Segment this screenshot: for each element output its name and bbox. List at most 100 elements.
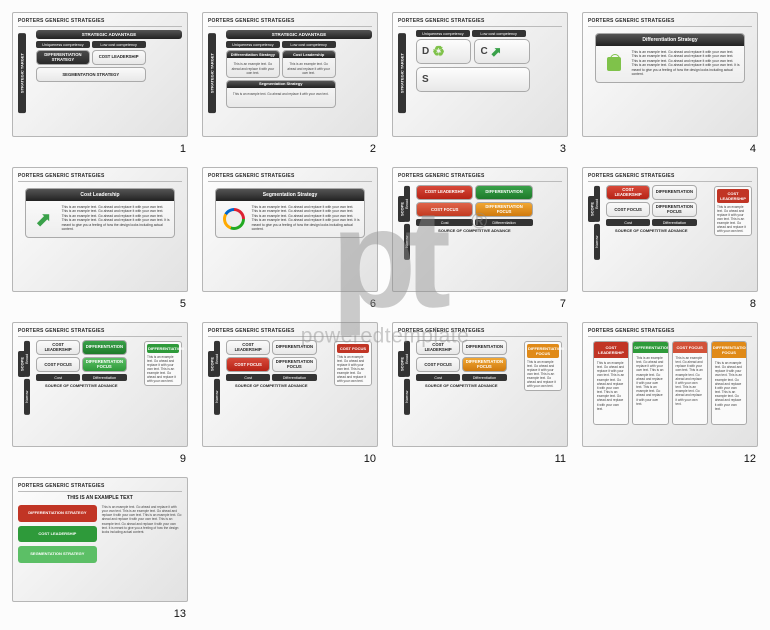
slide-11: PORTERS GENERIC STRATEGIES COST LEADERSHI…	[392, 322, 568, 447]
callout-text: This is an example text. Go ahead and re…	[527, 360, 559, 388]
slide-12: PORTERS GENERIC STRATEGIES COST LEADERSHI…	[582, 322, 758, 447]
pill: COST LEADERSHIP	[18, 526, 97, 543]
slide-3: PORTERS GENERIC STRATEGIESUniqueness com…	[392, 12, 568, 137]
quad-cell: COST LEADERSHIP	[416, 185, 473, 200]
column: COST LEADERSHIPThis is an example text. …	[593, 341, 629, 425]
panel-header: Differentiation Strategy	[227, 51, 279, 58]
rocket-icon: ⬈	[491, 44, 502, 59]
info-text: This is an example text. Go ahead and re…	[632, 50, 741, 78]
quad-matrix: COST LEADERSHIPDIFFERENTIATIONCOST FOCUS…	[226, 340, 317, 372]
callout-text: This is an example text. Go ahead and re…	[717, 205, 749, 233]
panel-text: This is an example text. Go ahead and re…	[227, 90, 335, 98]
callout-text: This is an example text. Go ahead and re…	[147, 355, 179, 383]
axis-cap: Broad	[24, 341, 30, 377]
slide-number: 5	[180, 298, 186, 310]
info-text: This is an example text. Go ahead and re…	[62, 205, 171, 233]
x-axis-label: SOURCE OF COMPETITIVE ADVANCE	[226, 383, 317, 388]
quad-cell: COST FOCUS	[36, 357, 80, 372]
column-text: This is an example text. Go ahead and re…	[594, 358, 628, 424]
matrix-cell: SEGMENTATION STRATEGY	[36, 67, 146, 82]
slide-title: PORTERS GENERIC STRATEGIES	[18, 328, 182, 337]
slide-title: PORTERS GENERIC STRATEGIES	[208, 328, 372, 337]
axis-cap: Differentiation	[272, 374, 316, 381]
slide-title: PORTERS GENERIC STRATEGIES	[588, 173, 752, 182]
axis-cap: Uniqueness competency	[416, 30, 470, 37]
axis-cap: Cost	[416, 219, 473, 226]
axis-cap: Narrow	[404, 224, 410, 260]
slide-title: PORTERS GENERIC STRATEGIES	[18, 483, 182, 492]
recycle-icon: ♻	[432, 43, 445, 59]
slide-number: 13	[174, 608, 186, 620]
quad-cell: DIFFERENTIATION	[652, 185, 696, 200]
slide-4: PORTERS GENERIC STRATEGIESDifferentiatio…	[582, 12, 758, 137]
quad-cell: COST LEADERSHIP	[36, 340, 80, 355]
slide-number: 12	[744, 453, 756, 465]
matrix-panel: Segmentation Strategy This is an example …	[226, 80, 336, 108]
axis-cap: Broad	[594, 186, 600, 222]
y-axis-caps: BroadNarrow	[594, 186, 600, 260]
pill: DIFFERENTIATION STRATEGY	[18, 505, 97, 522]
panel-text: This is an example text. Go ahead and re…	[283, 60, 335, 76]
slide-number: 10	[364, 453, 376, 465]
slide-number: 9	[180, 453, 186, 465]
info-header: Segmentation Strategy	[216, 189, 365, 201]
slide-number: 7	[560, 298, 566, 310]
callout: DIFFERENTIATION FOCUSThis is an example …	[524, 341, 562, 391]
slide-2: PORTERS GENERIC STRATEGIESSTRATEGIC ADVA…	[202, 12, 378, 137]
columns-4: COST LEADERSHIPThis is an example text. …	[593, 341, 747, 425]
column-text: This is an example text. Go ahead and re…	[633, 353, 667, 424]
info-header: Differentiation Strategy	[596, 34, 745, 46]
quad-matrix: COST LEADERSHIPDIFFERENTIATIONCOST FOCUS…	[36, 340, 127, 372]
axis-cap: Uniqueness competency	[226, 41, 280, 48]
axis-cap: Cost	[36, 374, 80, 381]
quad-cell: DIFFERENTIATION	[272, 340, 316, 355]
slide-title: PORTERS GENERIC STRATEGIES	[398, 328, 562, 337]
slide-title: PORTERS GENERIC STRATEGIES	[588, 328, 752, 337]
quad-cell: COST FOCUS	[416, 357, 460, 372]
slide-title: PORTERS GENERIC STRATEGIES	[18, 173, 182, 182]
quad-cell: COST FOCUS	[606, 202, 650, 217]
callout-header: COST FOCUS	[337, 344, 369, 353]
quad-cell: DIFFERENTIATION FOCUS	[462, 357, 506, 372]
slide-13: PORTERS GENERIC STRATEGIES THIS IS AN EXA…	[12, 477, 188, 602]
axis-left: STRATEGIC TARGET	[208, 33, 216, 113]
column: DIFFERENTIATION FOCUSThis is an example …	[711, 341, 747, 425]
axis-cap: Differentiation	[475, 219, 532, 226]
matrix-panel: Differentiation StrategyThis is an examp…	[226, 50, 280, 78]
panel-header: Cost Leadership	[283, 51, 335, 58]
quad-matrix: COST LEADERSHIPDIFFERENTIATIONCOST FOCUS…	[606, 185, 697, 217]
axis-cap: Broad	[214, 341, 220, 377]
top-banner: STRATEGIC ADVANTAGE	[36, 30, 182, 39]
slide-title: PORTERS GENERIC STRATEGIES	[18, 18, 182, 27]
axis-left: STRATEGIC TARGET	[18, 33, 26, 113]
quad-cell: DIFFERENTIATION FOCUS	[475, 202, 532, 217]
letter: C	[480, 46, 487, 57]
slide-9: PORTERS GENERIC STRATEGIES COST LEADERSHI…	[12, 322, 188, 447]
example-title: THIS IS AN EXAMPLE TEXT	[18, 495, 182, 501]
top-banner: STRATEGIC ADVANTAGE	[226, 30, 372, 39]
rocket-icon: ⬈	[35, 207, 52, 232]
column: COST FOCUSThis is an example text. Go ah…	[672, 341, 708, 425]
axis-cap: Low cost competency	[282, 41, 336, 48]
panel-header: Segmentation Strategy	[227, 81, 335, 88]
y-axis-caps: Broad Narrow	[404, 186, 410, 260]
quad-cell: DIFFERENTIATION	[462, 340, 506, 355]
x-axis-label: SOURCE OF COMPETITIVE ADVANCE	[606, 228, 697, 233]
column-header: DIFFERENTIATION	[633, 342, 667, 353]
axis-cap: Cost	[606, 219, 650, 226]
quad-cell: COST LEADERSHIP	[416, 340, 460, 355]
slide-8: PORTERS GENERIC STRATEGIES COST LEADERSHI…	[582, 167, 758, 292]
y-axis-caps: BroadNarrow	[404, 341, 410, 415]
axis-cap: Cost	[226, 374, 270, 381]
pie-icon	[223, 208, 245, 230]
info-card: Segmentation StrategyThis is an example …	[215, 188, 366, 238]
info-card: Cost Leadership ⬈ This is an example text.…	[25, 188, 176, 238]
axis-left: STRATEGIC TARGET	[398, 33, 406, 113]
axis-cap: Low cost competency	[92, 41, 146, 48]
quad-cell: DIFFERENTIATION FOCUS	[272, 357, 316, 372]
axis-cap: Narrow	[404, 379, 410, 415]
matrix-cell: COST LEADERSHIP	[92, 50, 146, 65]
matrix-cell: DIFFERENTIATION STRATEGY	[36, 50, 90, 65]
axis-cap: Broad	[404, 186, 410, 222]
info-header: Cost Leadership	[26, 189, 175, 201]
